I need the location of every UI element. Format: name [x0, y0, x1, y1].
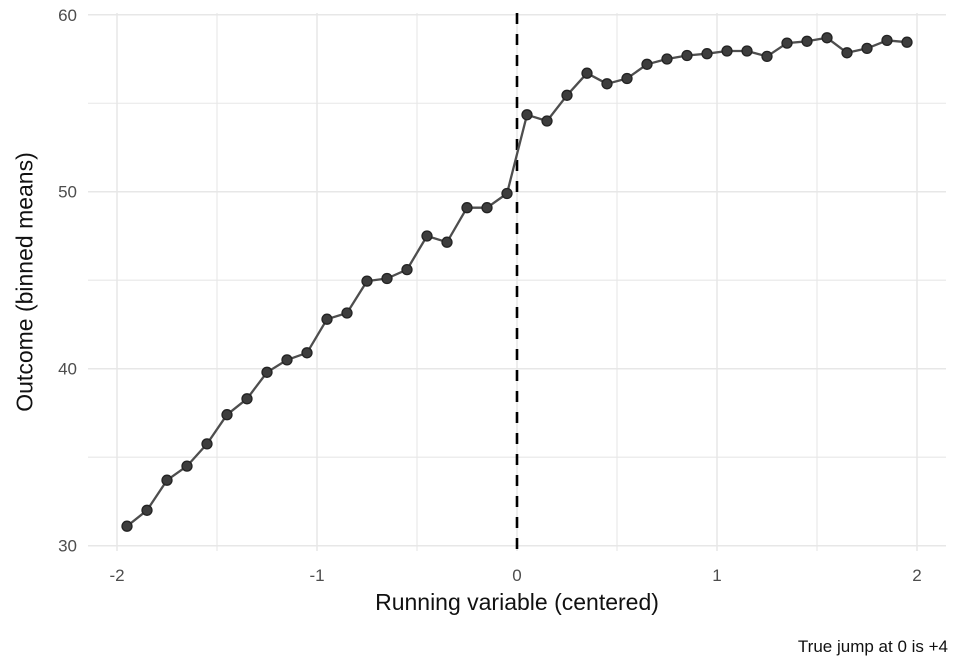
data-point [181, 460, 193, 472]
data-point [801, 35, 813, 47]
data-point [541, 115, 553, 127]
data-point [281, 354, 293, 366]
data-point [521, 109, 533, 121]
data-point [701, 48, 713, 60]
data-point [461, 202, 473, 214]
x-tick-labels: -2 -1 0 1 2 [109, 566, 921, 585]
x-axis-title: Running variable (centered) [375, 589, 659, 615]
data-point [821, 32, 833, 44]
y-tick-label: 30 [58, 537, 77, 556]
data-points [121, 32, 913, 532]
x-tick-label: -2 [109, 566, 124, 585]
data-point [201, 438, 213, 450]
data-point [121, 520, 133, 532]
x-tick-label: -1 [309, 566, 324, 585]
data-point [321, 313, 333, 325]
data-point [581, 67, 593, 79]
x-tick-label: 2 [912, 566, 921, 585]
data-point [401, 263, 413, 276]
data-point [501, 187, 513, 200]
data-point [381, 272, 393, 285]
data-point [881, 34, 893, 47]
data-point [261, 366, 273, 378]
data-point [601, 78, 613, 90]
data-point [681, 49, 693, 62]
data-point [721, 45, 733, 57]
data-point [661, 53, 673, 65]
y-tick-label: 40 [58, 360, 77, 379]
data-point [241, 393, 253, 405]
x-tick-label: 0 [512, 566, 521, 585]
data-point [141, 504, 153, 516]
y-axis-title: Outcome (binned means) [11, 152, 38, 412]
data-point [741, 45, 753, 57]
data-point [561, 89, 573, 101]
data-point [641, 58, 653, 70]
y-tick-label: 60 [58, 6, 77, 25]
data-point [221, 409, 233, 421]
x-tick-label: 1 [712, 566, 721, 585]
trend-line [126, 36, 908, 528]
data-point [761, 50, 773, 63]
data-point [441, 236, 453, 248]
data-point [161, 474, 173, 486]
data-point [841, 47, 853, 59]
data-point [481, 202, 493, 214]
data-point [621, 72, 633, 85]
data-point [301, 347, 313, 359]
data-point [361, 275, 373, 287]
chart-caption: True jump at 0 is +4 [797, 637, 948, 656]
y-tick-label: 50 [58, 183, 77, 202]
data-point [341, 307, 353, 319]
data-point [421, 230, 433, 242]
y-tick-labels: 30 40 50 60 [58, 6, 77, 556]
data-point [861, 42, 873, 55]
data-point [781, 37, 793, 49]
data-point [901, 36, 913, 48]
